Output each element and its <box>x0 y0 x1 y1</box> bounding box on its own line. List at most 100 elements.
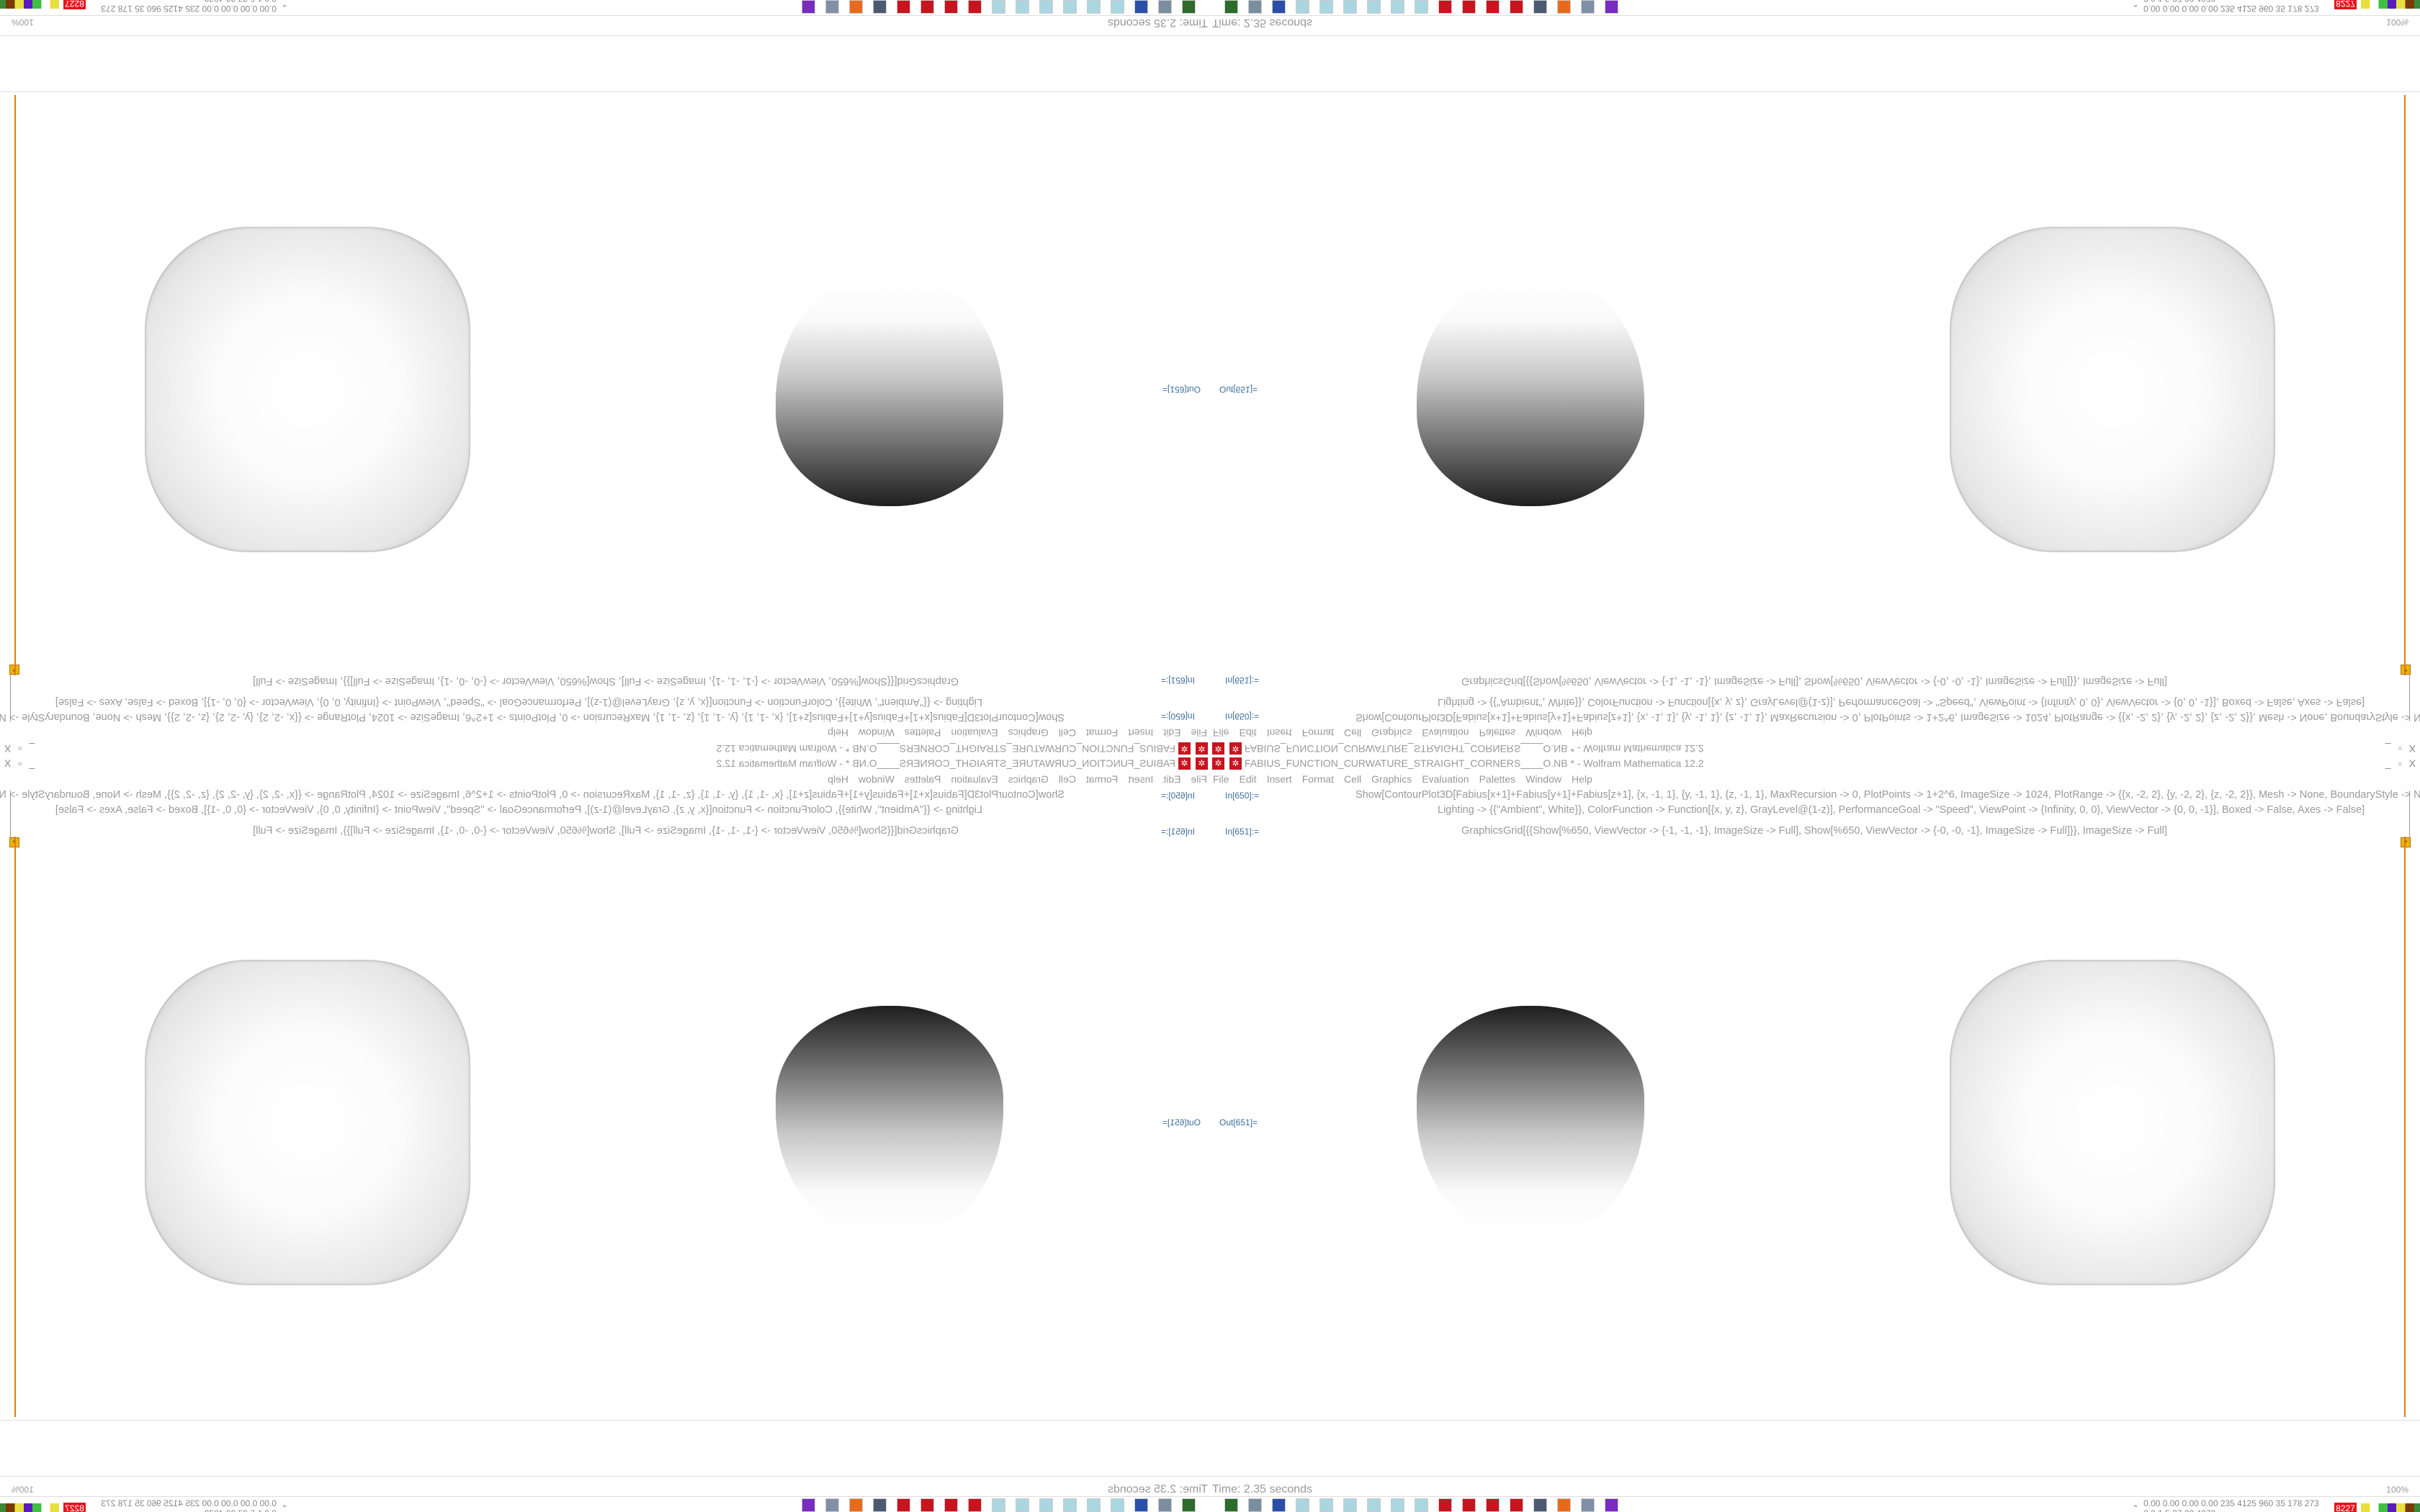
mathematica-icon[interactable] <box>968 0 982 14</box>
notepad-icon[interactable] <box>1039 1498 1053 1512</box>
input-code-line[interactable]: GraphicsGrid[{{Show[%650, ViewVector -> … <box>253 675 959 687</box>
menu-palettes[interactable]: Palettes <box>904 773 941 785</box>
notepad-icon[interactable] <box>1087 1498 1101 1512</box>
output-cell-bracket[interactable] <box>2402 837 2406 1417</box>
input-code-line[interactable]: Show[ContourPlot3D[Fabius[x+1]+Fabius[y+… <box>0 711 1065 723</box>
notepad-icon[interactable] <box>1391 1498 1404 1512</box>
menu-evaluation[interactable]: Evaluation <box>1422 727 1469 739</box>
cell-bracket[interactable] <box>10 791 17 840</box>
notepad-icon[interactable] <box>1415 1498 1428 1512</box>
mathematica-icon[interactable] <box>944 0 958 14</box>
purple-app-icon[interactable] <box>802 1498 815 1512</box>
terminal-icon[interactable] <box>1224 0 1238 14</box>
menu-insert[interactable]: Insert <box>1128 727 1154 739</box>
mathematica-icon[interactable] <box>968 1498 982 1512</box>
menu-graphics[interactable]: Graphics <box>1371 727 1412 739</box>
menu-window[interactable]: Window <box>859 773 895 785</box>
input-code-line[interactable]: Show[ContourPlot3D[Fabius[x+1]+Fabius[y+… <box>0 789 1065 801</box>
firefox-icon[interactable] <box>849 1498 863 1512</box>
input-code-line[interactable]: Lighting -> {{"Ambient", White}}, ColorF… <box>55 696 982 708</box>
notepad-icon[interactable] <box>1296 1498 1309 1512</box>
notepad-icon[interactable] <box>1319 0 1333 14</box>
menu-edit[interactable]: Edit <box>1163 773 1181 785</box>
mathematica-icon[interactable] <box>897 1498 910 1512</box>
mathematica-icon[interactable] <box>1438 0 1452 14</box>
input-code-line[interactable]: GraphicsGrid[{{Show[%650, ViewVector -> … <box>1461 825 2167 837</box>
notepad-icon[interactable] <box>1391 0 1404 14</box>
menu-cell[interactable]: Cell <box>1344 773 1362 785</box>
terminal-icon[interactable] <box>1224 1498 1238 1512</box>
minimize-button[interactable]: _ <box>2385 757 2391 769</box>
notepad-icon[interactable] <box>1367 0 1381 14</box>
menu-insert[interactable]: Insert <box>1266 727 1292 739</box>
cell-bracket[interactable] <box>2403 672 2410 721</box>
floppy-icon[interactable] <box>1272 0 1286 14</box>
monitor-icon[interactable] <box>873 1498 887 1512</box>
close-button[interactable]: X <box>2408 757 2416 769</box>
mathematica-icon[interactable] <box>1438 1498 1452 1512</box>
firefox-icon[interactable] <box>1557 0 1571 14</box>
menu-format[interactable]: Format <box>1085 727 1119 739</box>
server-icon[interactable] <box>825 0 839 14</box>
menu-edit[interactable]: Edit <box>1239 773 1257 785</box>
notepad-icon[interactable] <box>1087 0 1101 14</box>
monitor-icon[interactable] <box>873 0 887 14</box>
menu-graphics[interactable]: Graphics <box>1008 727 1049 739</box>
mathematica-icon[interactable] <box>1462 1498 1476 1512</box>
menu-insert[interactable]: Insert <box>1266 773 1292 785</box>
floppy-icon[interactable] <box>1272 1498 1286 1512</box>
input-code-line[interactable]: GraphicsGrid[{{Show[%650, ViewVector -> … <box>1461 675 2167 687</box>
zoom-level[interactable]: 100% <box>12 1485 34 1495</box>
mathematica-icon[interactable] <box>1510 0 1523 14</box>
mathematica-icon[interactable] <box>920 1498 934 1512</box>
monitor-icon[interactable] <box>1533 0 1547 14</box>
zoom-level[interactable]: 100% <box>2386 17 2408 27</box>
menu-palettes[interactable]: Palettes <box>1479 773 1516 785</box>
computer-icon[interactable] <box>1158 0 1172 14</box>
mathematica-icon[interactable] <box>897 0 910 14</box>
notepad-icon[interactable] <box>1016 1498 1029 1512</box>
chevron-up-icon[interactable]: ⌃ <box>280 1503 288 1512</box>
menu-file[interactable]: File <box>1191 727 1207 739</box>
maximize-button[interactable]: ▫ <box>2398 757 2402 769</box>
mathematica-icon[interactable] <box>1462 0 1476 14</box>
purple-app-icon[interactable] <box>1605 1498 1618 1512</box>
menu-help[interactable]: Help <box>828 727 849 739</box>
notepad-icon[interactable] <box>1063 1498 1077 1512</box>
input-code-line[interactable]: Lighting -> {{"Ambient", White}}, ColorF… <box>1438 696 2365 708</box>
menu-file[interactable]: File <box>1213 727 1229 739</box>
menu-window[interactable]: Window <box>1525 773 1561 785</box>
notepad-icon[interactable] <box>1063 0 1077 14</box>
menu-help[interactable]: Help <box>1571 727 1592 739</box>
maximize-button[interactable]: ▫ <box>18 743 22 755</box>
notepad-icon[interactable] <box>992 0 1005 14</box>
notepad-icon[interactable] <box>1296 0 1309 14</box>
menu-file[interactable]: File <box>1213 773 1229 785</box>
close-button[interactable]: X <box>4 757 12 769</box>
mathematica-icon[interactable] <box>1510 1498 1523 1512</box>
terminal-icon[interactable] <box>1182 0 1196 14</box>
output-cell-bracket[interactable] <box>14 95 18 675</box>
menu-format[interactable]: Format <box>1301 727 1335 739</box>
terminal-icon[interactable] <box>1182 1498 1196 1512</box>
mathematica-icon[interactable] <box>1486 0 1500 14</box>
menu-graphics[interactable]: Graphics <box>1371 773 1412 785</box>
menu-format[interactable]: Format <box>1085 773 1119 785</box>
mathematica-icon[interactable] <box>1486 1498 1500 1512</box>
input-code-line[interactable]: Lighting -> {{"Ambient", White}}, ColorF… <box>55 804 982 816</box>
input-code-line[interactable]: Lighting -> {{"Ambient", White}}, ColorF… <box>1438 804 2365 816</box>
notepad-icon[interactable] <box>1415 0 1428 14</box>
menu-edit[interactable]: Edit <box>1163 727 1181 739</box>
menu-cell[interactable]: Cell <box>1344 727 1362 739</box>
output-cell-bracket[interactable] <box>2402 95 2406 675</box>
menu-palettes[interactable]: Palettes <box>904 727 941 739</box>
menu-evaluation[interactable]: Evaluation <box>1422 773 1469 785</box>
computer-icon[interactable] <box>1248 0 1262 14</box>
minimize-button[interactable]: _ <box>29 743 35 755</box>
minimize-button[interactable]: _ <box>2385 743 2391 755</box>
notepad-icon[interactable] <box>1111 0 1124 14</box>
floppy-icon[interactable] <box>1134 0 1148 14</box>
menu-graphics[interactable]: Graphics <box>1008 773 1049 785</box>
firefox-icon[interactable] <box>1557 1498 1571 1512</box>
notepad-icon[interactable] <box>1111 1498 1124 1512</box>
